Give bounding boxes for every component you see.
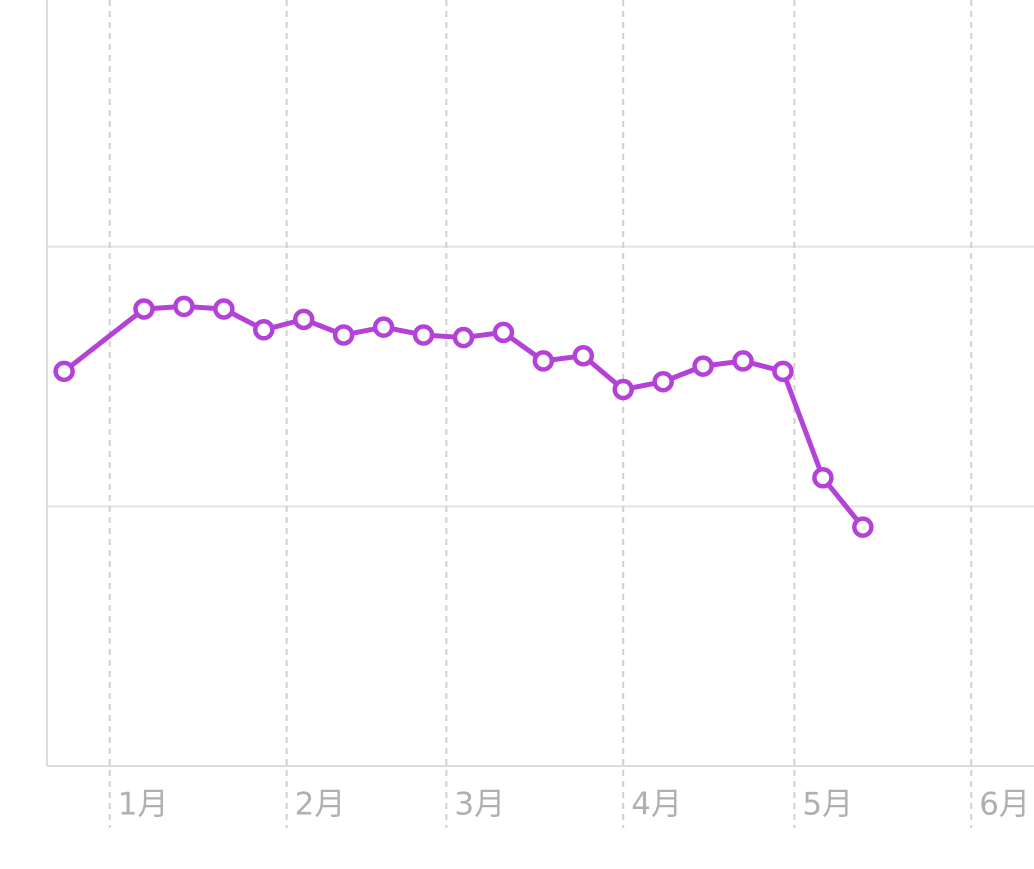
x-tick-label: 3月 <box>454 787 505 823</box>
x-tick-label: 6月 <box>979 787 1030 823</box>
data-point <box>692 355 714 377</box>
data-point <box>852 516 874 538</box>
data-point <box>532 350 555 372</box>
data-point <box>213 298 235 320</box>
data-point <box>452 326 475 349</box>
data-point <box>372 316 395 338</box>
data-point <box>292 308 315 331</box>
data-point <box>772 360 794 383</box>
data-point <box>173 295 195 318</box>
data-point <box>652 370 674 393</box>
data-point <box>492 321 515 344</box>
data-point <box>133 298 155 320</box>
data-point <box>732 350 754 372</box>
x-tick-label: 2月 <box>295 787 346 823</box>
data-point <box>412 324 435 346</box>
x-tick-label: 1月 <box>118 787 169 823</box>
data-point <box>812 467 834 489</box>
x-tick-label: 4月 <box>631 787 682 823</box>
data-point <box>572 344 595 367</box>
plot-area <box>53 295 874 538</box>
data-point <box>53 360 75 383</box>
x-tick-label: 5月 <box>802 787 853 823</box>
data-point <box>612 378 634 401</box>
data-point <box>253 319 275 341</box>
data-point <box>332 324 355 346</box>
